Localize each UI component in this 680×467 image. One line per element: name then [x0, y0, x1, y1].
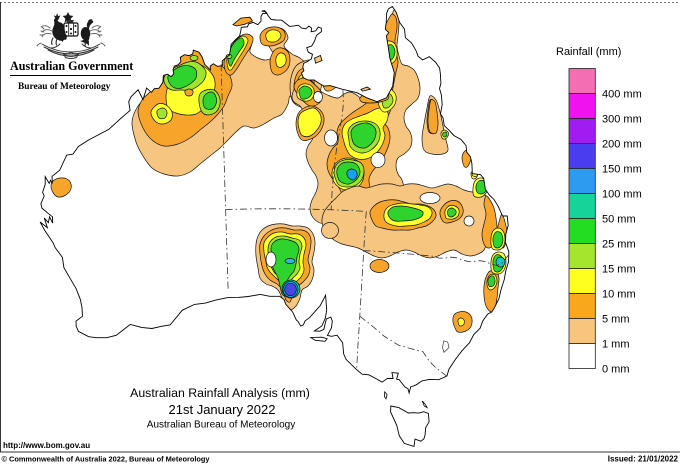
svg-text:Rainfall (mm): Rainfall (mm) — [556, 46, 621, 58]
svg-text:© Commonwealth of Australia 20: © Commonwealth of Australia 2022, Bureau… — [2, 455, 211, 464]
svg-text:5 mm: 5 mm — [602, 313, 630, 325]
svg-text:Issued: 21/01/2022: Issued: 21/01/2022 — [608, 455, 679, 464]
svg-text:15 mm: 15 mm — [602, 263, 636, 275]
svg-text:50 mm: 50 mm — [602, 213, 636, 225]
svg-text:21st January 2022: 21st January 2022 — [169, 402, 276, 417]
svg-text:Bureau of Meteorology: Bureau of Meteorology — [18, 82, 111, 92]
svg-text:0 mm: 0 mm — [602, 363, 630, 375]
svg-text:Australian Bureau of Meteorolo: Australian Bureau of Meteorology — [147, 420, 295, 431]
svg-text:100 mm: 100 mm — [602, 188, 642, 200]
svg-text:400 mm: 400 mm — [602, 88, 642, 100]
svg-text:200 mm: 200 mm — [602, 138, 642, 150]
svg-text:150 mm: 150 mm — [602, 163, 642, 175]
svg-text:25 mm: 25 mm — [602, 238, 636, 250]
svg-text:1 mm: 1 mm — [602, 338, 630, 350]
svg-text:Australian Rainfall Analysis (: Australian Rainfall Analysis (mm) — [130, 386, 310, 400]
svg-text:10 mm: 10 mm — [602, 288, 636, 300]
svg-text:Australian Government: Australian Government — [10, 59, 133, 73]
svg-text:http://www.bom.gov.au: http://www.bom.gov.au — [3, 441, 90, 450]
svg-text:300 mm: 300 mm — [602, 113, 642, 125]
